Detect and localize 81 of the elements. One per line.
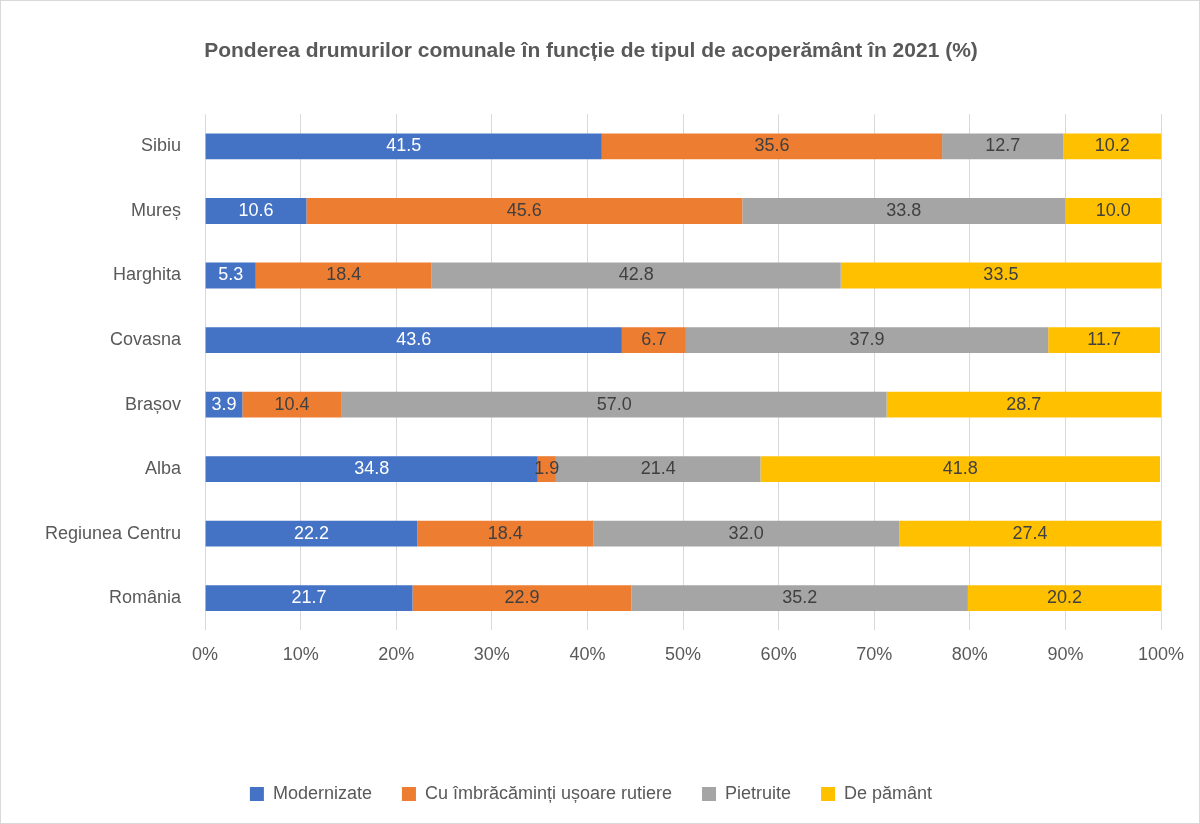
bar <box>942 133 1064 160</box>
x-tick-label: 20% <box>378 644 415 665</box>
y-tick-label: Covasna <box>110 329 183 350</box>
y-tick-label: Harghita <box>113 264 183 285</box>
data-label: 10.2 <box>1094 135 1130 156</box>
data-label: 41.8 <box>942 458 978 479</box>
bar <box>899 520 1161 547</box>
data-label: 43.6 <box>396 329 432 350</box>
data-label: 10.0 <box>1095 199 1131 220</box>
data-label: 35.2 <box>782 587 818 608</box>
bar <box>742 198 1066 224</box>
data-label: 12.7 <box>985 135 1021 156</box>
data-label: 18.4 <box>326 264 362 285</box>
bar <box>685 327 1049 353</box>
bar <box>840 262 1161 289</box>
bar <box>593 520 900 547</box>
legend-label: Cu îmbrăcăminți ușoare rutiere <box>424 782 673 803</box>
data-label: 42.8 <box>618 264 654 285</box>
data-label: 33.5 <box>983 264 1019 285</box>
bar <box>431 262 841 289</box>
bar <box>1048 327 1161 353</box>
data-label: 33.8 <box>886 199 922 220</box>
data-label: 22.2 <box>293 522 329 543</box>
x-tick-label: 50% <box>665 644 702 665</box>
data-label: 18.4 <box>487 522 523 543</box>
bar <box>760 456 1161 482</box>
bar <box>242 391 342 418</box>
bar <box>341 391 887 418</box>
data-label: 10.4 <box>274 393 310 414</box>
data-label: 22.9 <box>504 587 540 608</box>
bar <box>967 585 1161 612</box>
data-label: 41.5 <box>386 135 422 156</box>
data-label: 32.0 <box>728 522 764 543</box>
bar <box>621 327 686 353</box>
x-tick-label: 0% <box>192 644 219 665</box>
chart-title: Ponderea drumurilor comunale în funcție de tipul de acoperământ în 2021 (%) <box>204 38 978 62</box>
x-tick-label: 40% <box>569 644 606 665</box>
bar <box>306 198 743 224</box>
data-label: 21.7 <box>291 587 327 608</box>
legend-label: Pietruite <box>725 782 792 803</box>
bar <box>1065 198 1161 224</box>
x-tick-label: 80% <box>951 644 988 665</box>
bar <box>412 585 632 612</box>
x-tick-label: 30% <box>473 644 510 665</box>
bar <box>205 198 307 224</box>
data-label: 3.9 <box>211 393 237 414</box>
data-label: 5.3 <box>218 264 244 285</box>
y-tick-label: România <box>109 587 183 608</box>
legend-label: Modernizate <box>272 782 372 803</box>
data-label: 34.8 <box>354 458 390 479</box>
data-label: 21.4 <box>640 458 676 479</box>
bar <box>601 133 943 160</box>
y-tick-label: Sibiu <box>141 135 182 156</box>
y-tick-label: Regiunea Centru <box>45 522 182 543</box>
x-tick-label: 70% <box>856 644 893 665</box>
bar <box>417 520 594 547</box>
data-label: 6.7 <box>641 329 667 350</box>
data-label: 27.4 <box>1012 522 1048 543</box>
data-label: 35.6 <box>754 135 790 156</box>
bar <box>205 327 622 353</box>
bar <box>205 133 602 160</box>
bar <box>886 391 1161 418</box>
data-label: 28.7 <box>1006 393 1042 414</box>
data-label: 11.7 <box>1087 329 1121 350</box>
legend-label: De pământ <box>844 782 933 803</box>
bar <box>631 585 968 612</box>
data-label: 10.6 <box>238 199 274 220</box>
x-tick-label: 10% <box>282 644 319 665</box>
data-label: 20.2 <box>1046 587 1082 608</box>
x-tick-label: 60% <box>760 644 797 665</box>
x-tick-label: 90% <box>1047 644 1084 665</box>
x-tick-label: 100% <box>1137 644 1185 665</box>
data-label: 57.0 <box>596 393 632 414</box>
bar <box>205 585 413 612</box>
data-label: 45.6 <box>506 199 542 220</box>
y-tick-label: Mureș <box>131 199 182 220</box>
y-tick-label: Brașov <box>125 393 182 414</box>
bar <box>255 262 432 289</box>
data-label: 37.9 <box>849 329 885 350</box>
y-tick-label: Alba <box>145 458 183 479</box>
bar <box>205 520 418 547</box>
